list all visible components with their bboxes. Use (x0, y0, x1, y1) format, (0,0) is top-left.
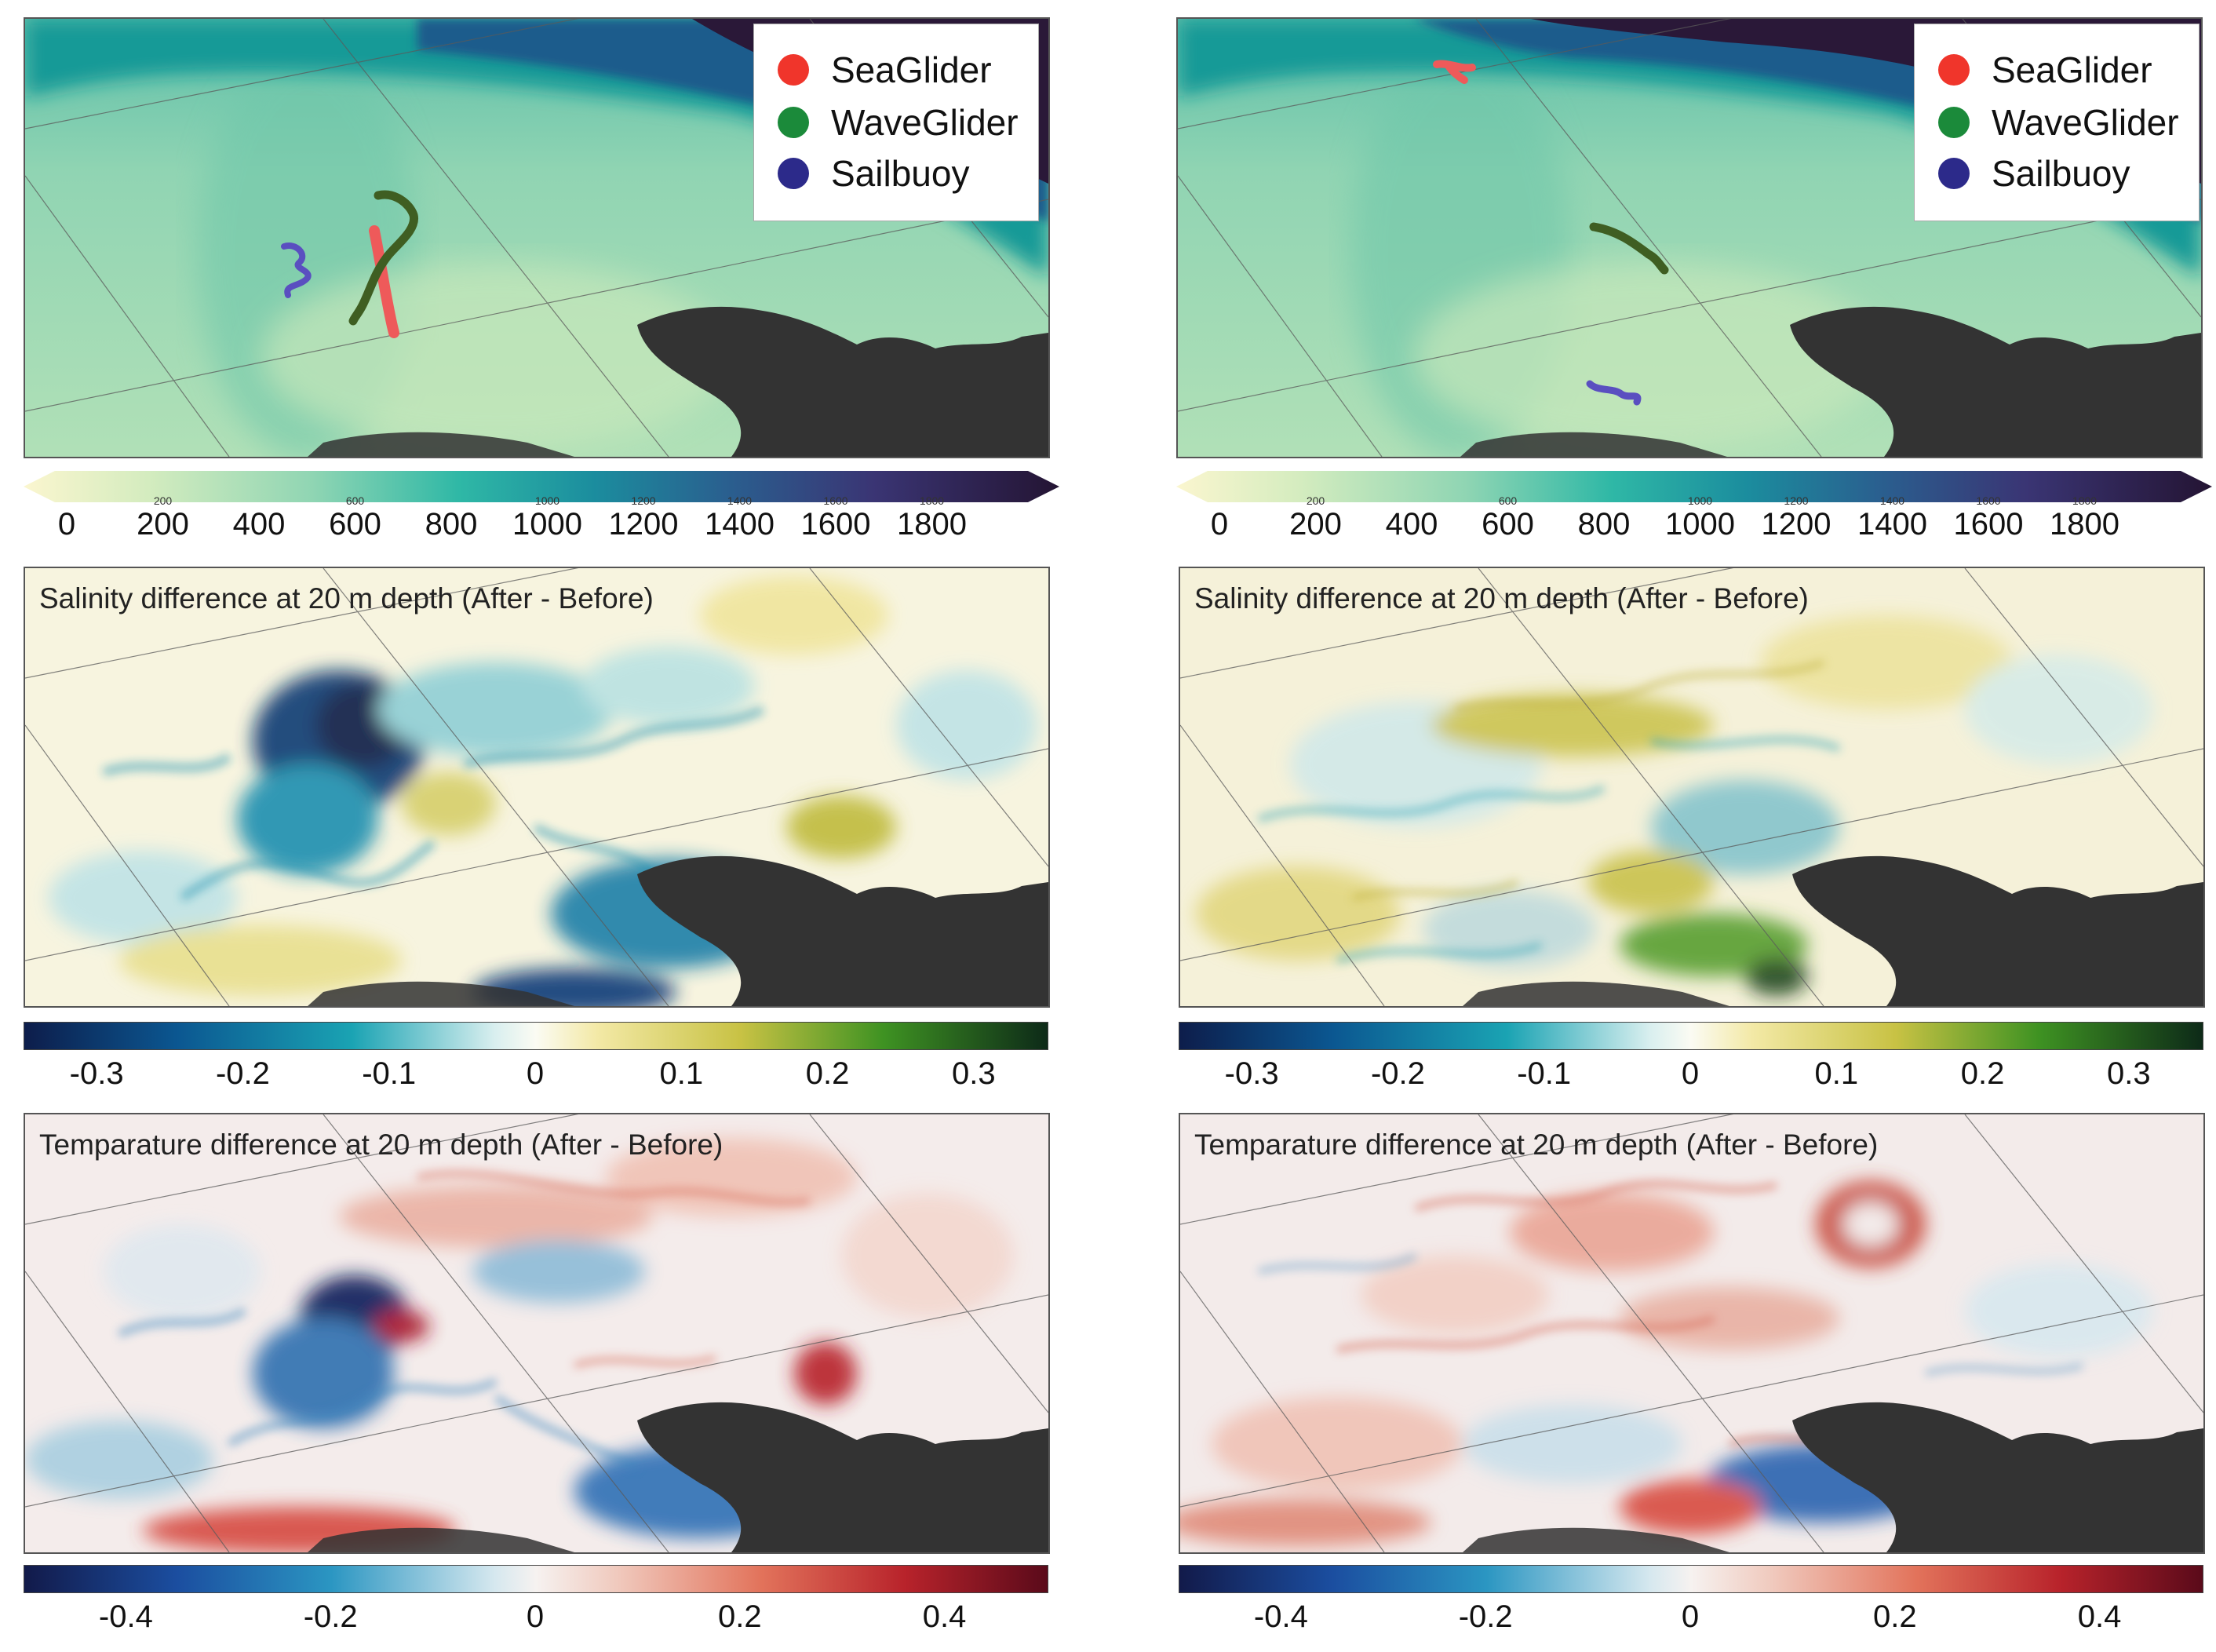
colorbar-tick-label: 1800 (897, 507, 967, 542)
colorbar-tick-label: 0 (1681, 1599, 1700, 1634)
colorbar-tick-label: 0.4 (922, 1599, 967, 1634)
waveglider-dot-icon (778, 107, 809, 138)
colorbar-tick-label: 1400 (705, 507, 775, 542)
colorbar-tick-label: 0.2 (805, 1056, 850, 1091)
colorbar-tick-label: 1400 (727, 494, 753, 507)
legend-item-sailbuoy: Sailbuoy (1938, 150, 2130, 197)
bathymetry-colorbar-left: 0 200 400 600 800 1000 1200 1400 1600 1800 200 600 1… (24, 471, 1059, 549)
colorbar-tick-label: 0 (526, 1599, 545, 1634)
seaglider-dot-icon (1938, 54, 1970, 86)
colorbar-tick-label: 1600 (1976, 494, 2001, 507)
colorbar-tick-label: 200 (1306, 494, 1325, 507)
colorbar-tick-label: 0.2 (1960, 1056, 2005, 1091)
legend-item-waveglider: WaveGlider (1938, 99, 2179, 146)
bathymetry-map-right: SeaGlider WaveGlider Sailbuoy (1176, 17, 2203, 458)
colorbar-tick-label: 1400 (1879, 494, 1905, 507)
salinity-map-right: Salinity difference at 20 m depth (After… (1179, 567, 2205, 1008)
colorbar-tick-label: 800 (425, 507, 478, 542)
seaglider-track (369, 225, 399, 338)
colorbar-tick-label: 600 (1498, 494, 1518, 507)
seaglider-dot-icon (778, 54, 809, 86)
colorbar-tick-label: 1600 (823, 494, 848, 507)
colorbar-tick-label: -0.2 (215, 1056, 270, 1091)
colorbar-tick-label: 0.3 (2107, 1056, 2151, 1091)
colorbar-tick-label: 0 (1210, 507, 1229, 542)
colorbar-tick-label: 0 (57, 507, 76, 542)
temperature-colorbar-left: -0.4 -0.2 0 0.2 0.4 (24, 1565, 1048, 1643)
colorbar-tick-label: -0.2 (1458, 1599, 1513, 1634)
colorbar-tick-label: 400 (1385, 507, 1438, 542)
colorbar-tick-label: 0.2 (1872, 1599, 1917, 1634)
colorbar-tick-label: 600 (1482, 507, 1534, 542)
colorbar-tick-label: 1600 (800, 507, 871, 542)
colorbar-tick-label: 400 (232, 507, 286, 542)
bathymetry-colorbar-right: 0 200 400 600 800 1000 1200 1400 1600 1800 200 600 1… (1176, 471, 2212, 549)
colorbar-tick-label: 0 (526, 1056, 545, 1091)
colorbar-tick-label: 600 (329, 507, 381, 542)
colorbar-tick-label: 1600 (1953, 507, 2024, 542)
legend-item-seaglider: SeaGlider (778, 46, 992, 93)
salinity-map-left: Salinity difference at 20 m depth (After… (24, 567, 1050, 1008)
temperature-map-left: Temparature difference at 20 m depth (Af… (24, 1113, 1050, 1554)
temperature-title-left: Temparature difference at 20 m depth (Af… (39, 1129, 723, 1161)
land-mass (637, 306, 1048, 457)
colorbar-tick-label: 1000 (534, 494, 560, 507)
colorbar-tick-label: 0.3 (952, 1056, 996, 1091)
instrument-legend: SeaGlider WaveGlider Sailbuoy (753, 24, 1039, 221)
colorbar-tick-label: 800 (1577, 507, 1631, 542)
colorbar-tick-label: 600 (345, 494, 365, 507)
bathymetry-map-left: SeaGlider WaveGlider Sailbuoy (24, 17, 1050, 458)
colorbar-tick-label: 1200 (608, 507, 679, 542)
colorbar-tick-label: 1200 (1784, 494, 1809, 507)
colorbar-tick-label: 1800 (919, 494, 945, 507)
colorbar-tick-label: 1000 (512, 507, 582, 542)
colorbar-tick-label: -0.4 (1253, 1599, 1308, 1634)
salinity-title-right: Salinity difference at 20 m depth (After… (1194, 582, 1809, 614)
colorbar-tick-label: -0.1 (1517, 1056, 1572, 1091)
colorbar-tick-label: 200 (137, 507, 189, 542)
salinity-title-left: Salinity difference at 20 m depth (After… (39, 582, 654, 614)
colorbar-tick-label: 1000 (1665, 507, 1735, 542)
sailbuoy-dot-icon (1938, 158, 1970, 189)
legend-item-waveglider: WaveGlider (778, 99, 1019, 146)
waveglider-track (348, 190, 418, 326)
colorbar-tick-label: 0.2 (717, 1599, 762, 1634)
colorbar-tick-label: -0.3 (1224, 1056, 1279, 1091)
sailbuoy-track (281, 243, 312, 298)
temperature-map-right: Temparature difference at 20 m depth (Af… (1179, 1113, 2205, 1554)
colorbar-tick-label: -0.1 (362, 1056, 417, 1091)
temperature-title-right: Temparature difference at 20 m depth (Af… (1194, 1129, 1879, 1161)
colorbar-tick-label: 1800 (2072, 494, 2098, 507)
colorbar-tick-label: 0.1 (1814, 1056, 1859, 1091)
colorbar-tick-label: -0.3 (69, 1056, 124, 1091)
legend-item-seaglider: SeaGlider (1938, 46, 2152, 93)
temperature-colorbar-right: -0.4 -0.2 0 0.2 0.4 (1179, 1565, 2203, 1643)
colorbar-tick-label: 0 (1681, 1056, 1700, 1091)
colorbar-tick-label: 1200 (631, 494, 656, 507)
colorbar-tick-label: 200 (153, 494, 173, 507)
colorbar-tick-label: -0.2 (1370, 1056, 1425, 1091)
colorbar-tick-label: 200 (1289, 507, 1342, 542)
legend-item-sailbuoy: Sailbuoy (778, 150, 969, 197)
colorbar-tick-label: 1000 (1687, 494, 1713, 507)
salinity-colorbar-right: -0.3 -0.2 -0.1 0 0.1 0.2 0.3 (1179, 1022, 2203, 1092)
sailbuoy-dot-icon (778, 158, 809, 189)
colorbar-tick-label: 1400 (1857, 507, 1927, 542)
instrument-legend-right: SeaGlider WaveGlider Sailbuoy (1914, 24, 2200, 221)
salinity-colorbar-left: -0.3 -0.2 -0.1 0 0.1 0.2 0.3 (24, 1022, 1048, 1092)
colorbar-tick-label: 1200 (1761, 507, 1831, 542)
colorbar-tick-label: 0.4 (2077, 1599, 2122, 1634)
colorbar-tick-label: -0.4 (98, 1599, 153, 1634)
waveglider-dot-icon (1938, 107, 1970, 138)
colorbar-tick-label: 1800 (2050, 507, 2119, 542)
colorbar-tick-label: -0.2 (303, 1599, 358, 1634)
colorbar-tick-label: 0.1 (659, 1056, 704, 1091)
